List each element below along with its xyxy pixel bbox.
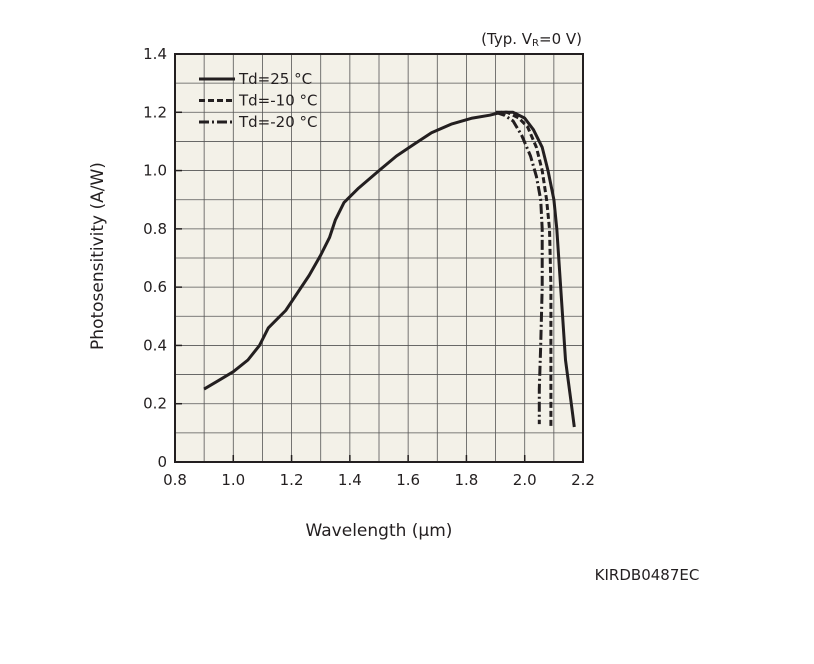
footer-code: KIRDB0487EC: [595, 566, 700, 584]
legend-label-2: Td=-10 °C: [238, 92, 318, 110]
y-tick-label: 0.4: [143, 336, 167, 354]
y-axis-label: Photosensitivity (A/W): [88, 162, 108, 350]
series-layer: [203, 110, 576, 428]
x-tick-label: 1.2: [280, 471, 304, 489]
grid-lines: [175, 54, 583, 462]
x-tick-label: 2.0: [513, 471, 537, 489]
legend-label-3: Td=-20 °C: [238, 113, 318, 131]
x-tick-label: 2.2: [571, 471, 595, 489]
y-tick-label: 1.0: [143, 162, 167, 180]
condition-label: (Typ. VR=0 V): [481, 30, 582, 49]
y-tick-label: 1.2: [143, 103, 167, 121]
series-line-2: [495, 110, 553, 427]
x-axis-label: Wavelength (µm): [306, 521, 453, 541]
y-tick-label: 0: [157, 453, 167, 471]
legend: Td=25 °C Td=-10 °C Td=-20 °C: [199, 70, 318, 131]
x-tick-label: 1.6: [396, 471, 420, 489]
y-tick-label: 0.8: [143, 220, 167, 238]
y-tick-label: 0.2: [143, 395, 167, 413]
plot-frame: [174, 53, 584, 463]
x-tick-label: 1.8: [454, 471, 478, 489]
y-tick-label: 1.4: [143, 45, 167, 63]
x-tick-label: 1.0: [221, 471, 245, 489]
axis-ticks: 0.8 1.0 1.2 1.4 1.6 1.8 2.0 2.2 0 0.2 0.4 0.6 0.8 1.0…: [143, 45, 595, 489]
series-line-1: [203, 110, 576, 428]
series-line-3: [495, 110, 544, 425]
x-tick-label: 1.4: [338, 471, 362, 489]
y-tick-label: 0.6: [143, 278, 167, 296]
legend-label-1: Td=25 °C: [238, 70, 312, 88]
x-tick-label: 0.8: [163, 471, 187, 489]
